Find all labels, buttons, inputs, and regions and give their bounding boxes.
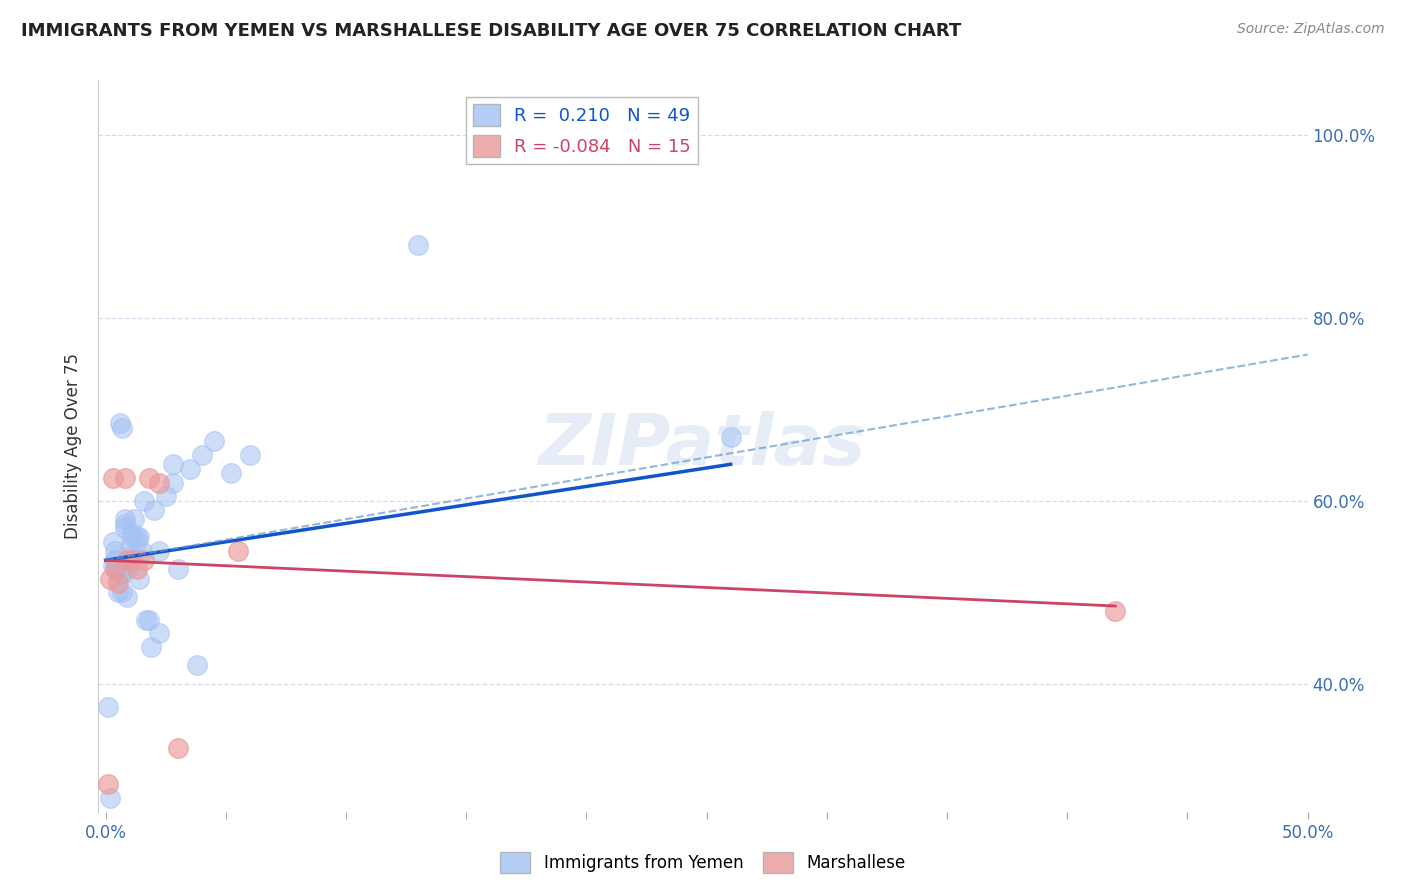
Point — [155, 489, 177, 503]
Text: IMMIGRANTS FROM YEMEN VS MARSHALLESE DISABILITY AGE OVER 75 CORRELATION CHART: IMMIGRANTS FROM YEMEN VS MARSHALLESE DIS… — [21, 22, 962, 40]
Text: Source: ZipAtlas.com: Source: ZipAtlas.com — [1237, 22, 1385, 37]
Point — [148, 626, 170, 640]
Point — [108, 567, 131, 582]
Point — [138, 613, 160, 627]
Point — [186, 658, 208, 673]
Point — [131, 544, 153, 558]
Point — [219, 467, 242, 481]
Point — [107, 585, 129, 599]
Point — [202, 434, 225, 449]
Point — [135, 613, 157, 627]
Point — [104, 544, 127, 558]
Legend: Immigrants from Yemen, Marshallese: Immigrants from Yemen, Marshallese — [494, 846, 912, 880]
Point — [141, 640, 163, 655]
Point — [239, 448, 262, 462]
Point — [124, 512, 146, 526]
Point — [166, 740, 188, 755]
Point — [162, 475, 184, 490]
Point — [121, 525, 143, 540]
Text: ZIPatlas: ZIPatlas — [540, 411, 866, 481]
Point — [121, 530, 143, 544]
Point — [121, 553, 143, 567]
Point — [101, 535, 124, 549]
Point — [191, 448, 214, 462]
Point — [100, 791, 122, 805]
Point — [97, 699, 120, 714]
Point — [1104, 603, 1126, 617]
Point — [111, 567, 134, 582]
Point — [114, 516, 136, 531]
Point — [132, 494, 155, 508]
Point — [162, 457, 184, 471]
Legend: R =  0.210   N = 49, R = -0.084   N = 15: R = 0.210 N = 49, R = -0.084 N = 15 — [465, 96, 699, 164]
Point — [142, 503, 165, 517]
Y-axis label: Disability Age Over 75: Disability Age Over 75 — [65, 353, 83, 539]
Point — [104, 553, 127, 567]
Point — [117, 553, 139, 567]
Point — [104, 562, 127, 576]
Point — [148, 544, 170, 558]
Point — [226, 544, 249, 558]
Point — [179, 462, 201, 476]
Point — [128, 572, 150, 586]
Point — [720, 430, 742, 444]
Point — [132, 553, 155, 567]
Point — [138, 471, 160, 485]
Point — [107, 562, 129, 576]
Point — [101, 558, 124, 572]
Point — [100, 572, 122, 586]
Point — [117, 562, 139, 576]
Point — [128, 530, 150, 544]
Point — [148, 475, 170, 490]
Point — [114, 471, 136, 485]
Point — [111, 585, 134, 599]
Point — [107, 576, 129, 591]
Point — [406, 238, 429, 252]
Point — [97, 777, 120, 791]
Point — [114, 512, 136, 526]
Point — [104, 553, 127, 567]
Point — [114, 521, 136, 535]
Point — [118, 549, 141, 563]
Point — [118, 540, 141, 554]
Point — [101, 471, 124, 485]
Point — [125, 562, 148, 576]
Point — [125, 535, 148, 549]
Point — [125, 530, 148, 544]
Point — [166, 562, 188, 576]
Point — [117, 590, 139, 604]
Point — [111, 421, 134, 435]
Point — [108, 567, 131, 582]
Point — [108, 416, 131, 430]
